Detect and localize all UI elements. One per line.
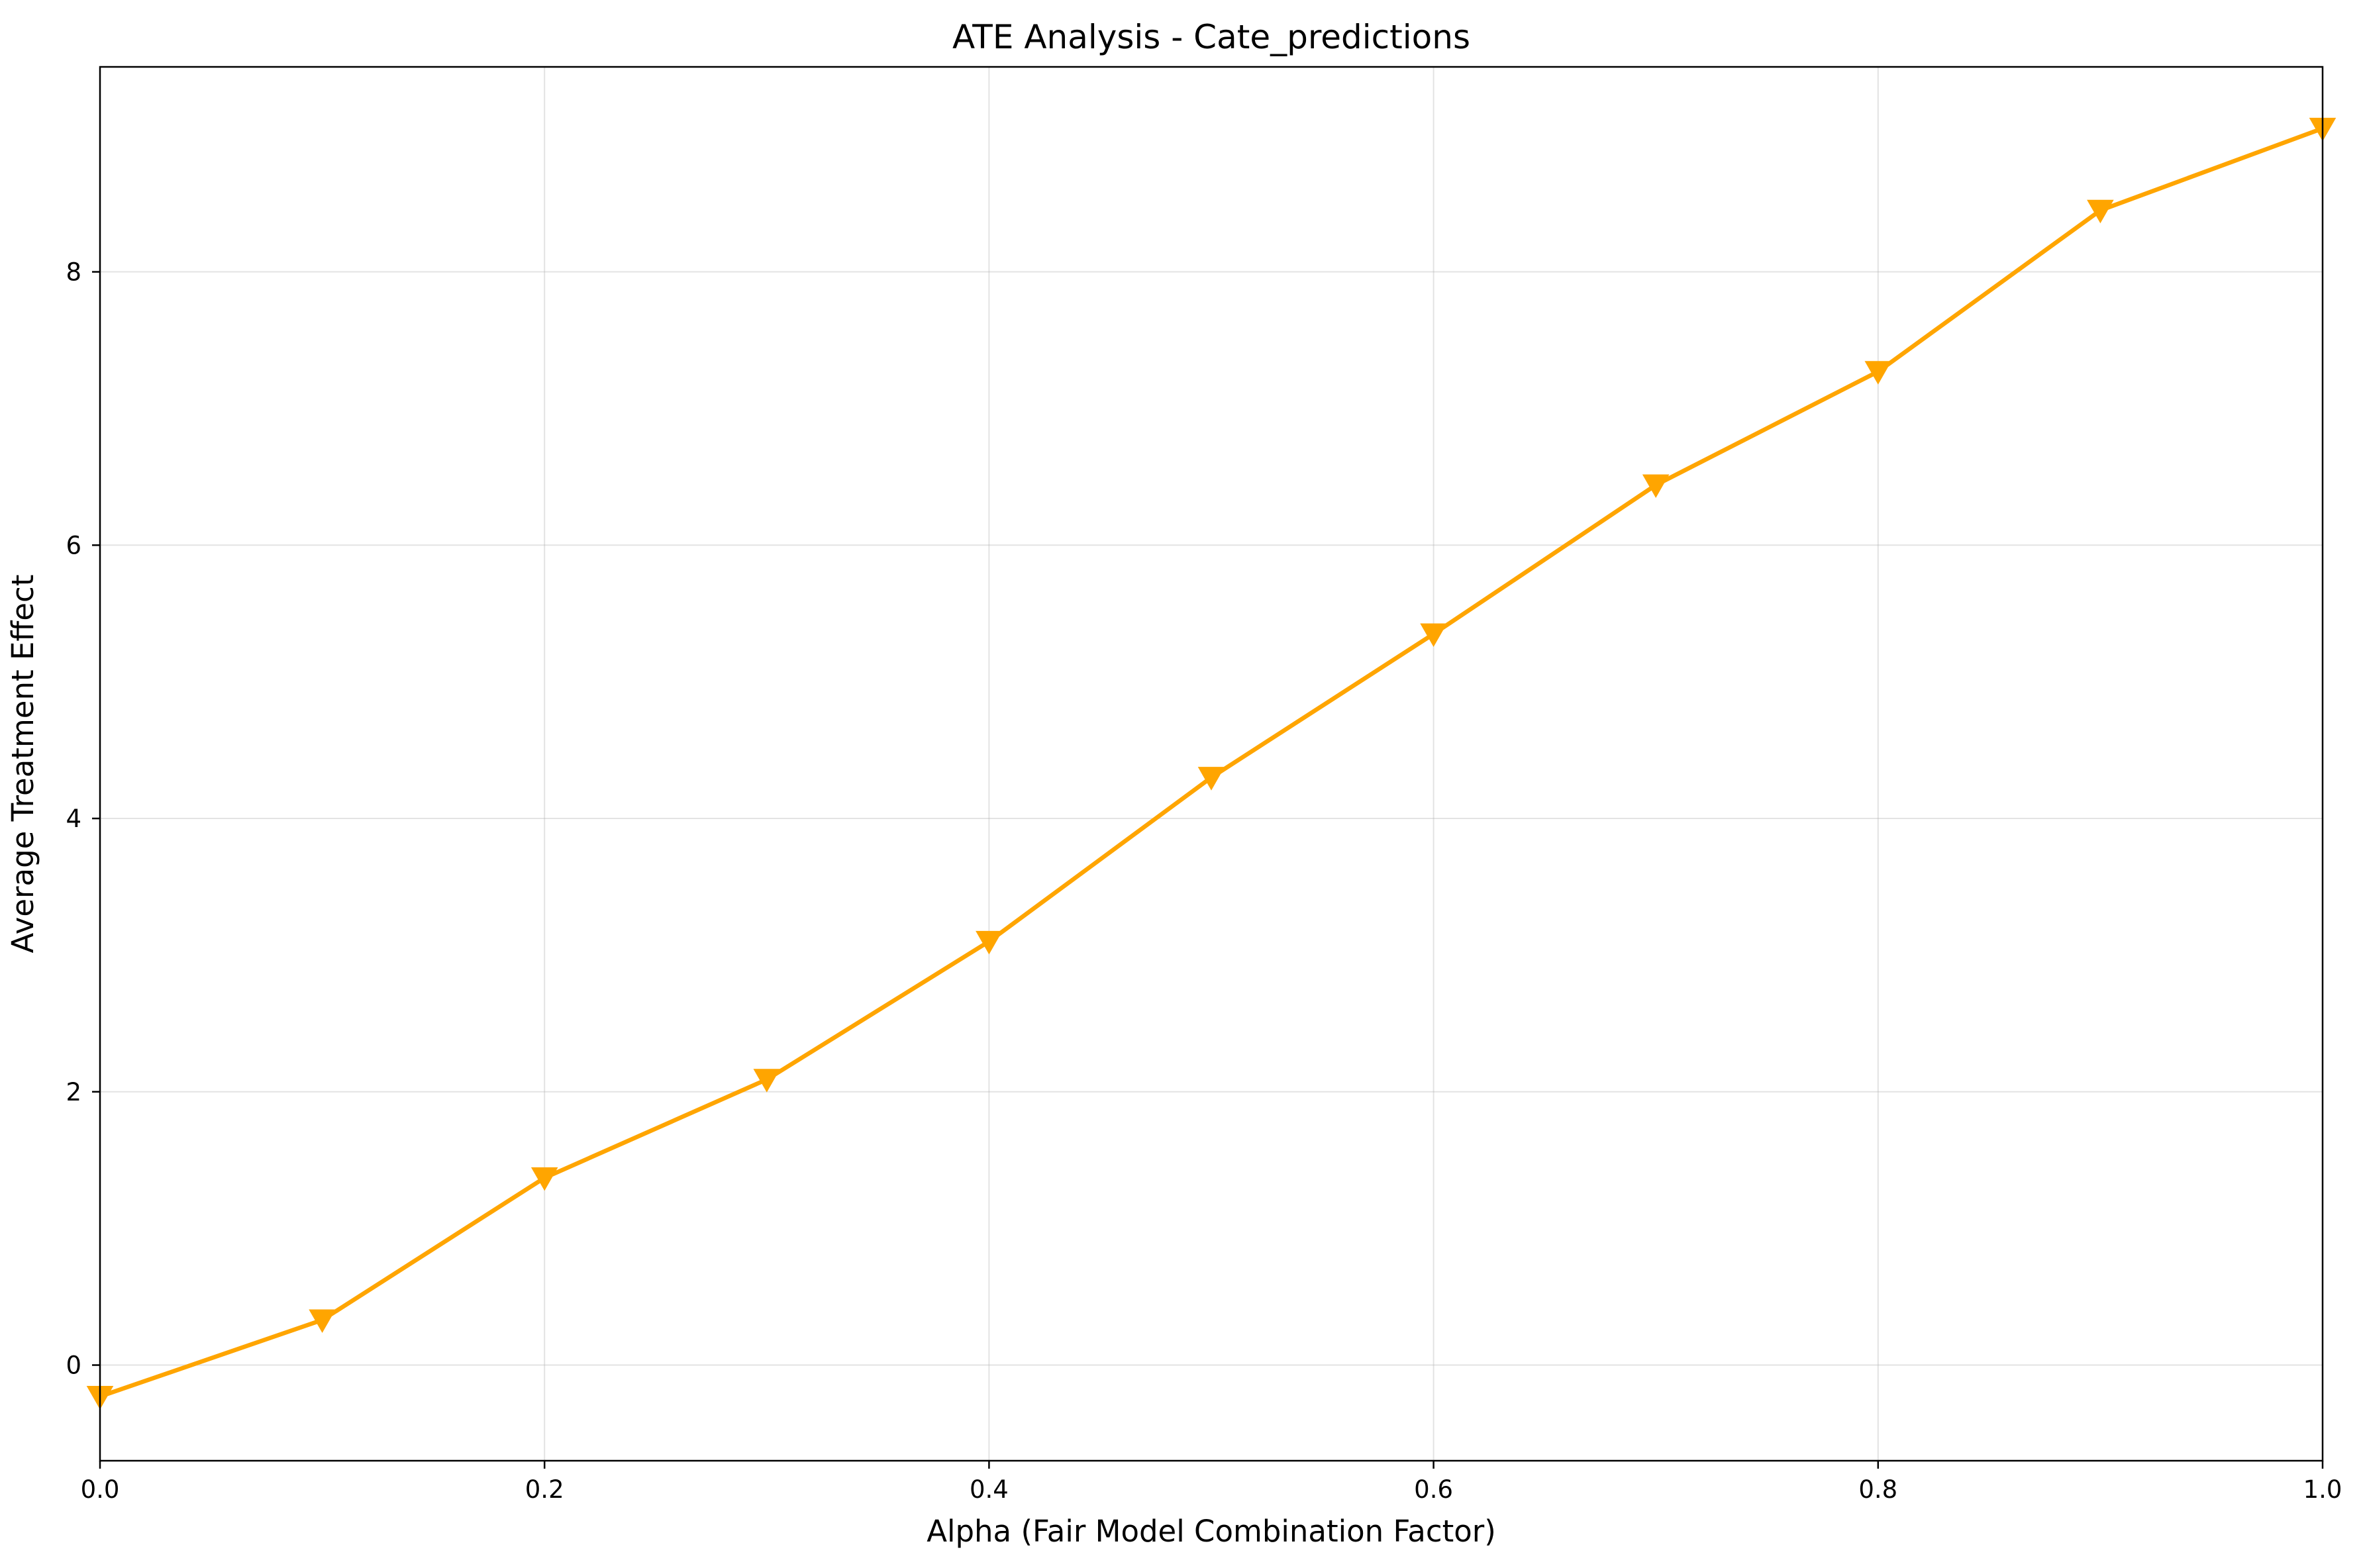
x-tick-label: 0.6 — [1414, 1475, 1453, 1504]
data-point — [530, 1167, 558, 1191]
axis-ticks: 0.0 0.2 0.4 0.6 0.8 1.0 0 2 4 6 8 — [66, 258, 2342, 1504]
x-tick-label: 0.2 — [525, 1475, 564, 1504]
y-tick-label: 8 — [66, 258, 81, 287]
data-point — [753, 1069, 781, 1093]
data-point — [1420, 623, 1447, 648]
data-point — [2087, 199, 2114, 224]
plot-frame — [99, 66, 2324, 1462]
data-point — [1864, 361, 1892, 385]
x-tick-label: 0.0 — [81, 1475, 120, 1504]
chart-title: ATE Analysis - Cate_predictions — [952, 18, 1470, 56]
data-point — [1642, 474, 1670, 499]
x-tick-label: 0.8 — [1858, 1475, 1897, 1504]
x-tick-label: 0.4 — [970, 1475, 1009, 1504]
y-axis-label: Average Treatment Effect — [5, 575, 40, 954]
data-point — [1197, 767, 1225, 791]
y-tick-label: 4 — [66, 805, 81, 833]
data-point — [976, 930, 1003, 955]
x-axis-label: Alpha (Fair Model Combination Factor) — [927, 1514, 1496, 1549]
y-tick-label: 0 — [66, 1351, 81, 1380]
y-tick-label: 6 — [66, 531, 81, 560]
x-tick-label: 1.0 — [2303, 1475, 2342, 1504]
y-tick-label: 2 — [66, 1078, 81, 1106]
series-layer — [86, 117, 2337, 1410]
data-point — [309, 1309, 336, 1333]
